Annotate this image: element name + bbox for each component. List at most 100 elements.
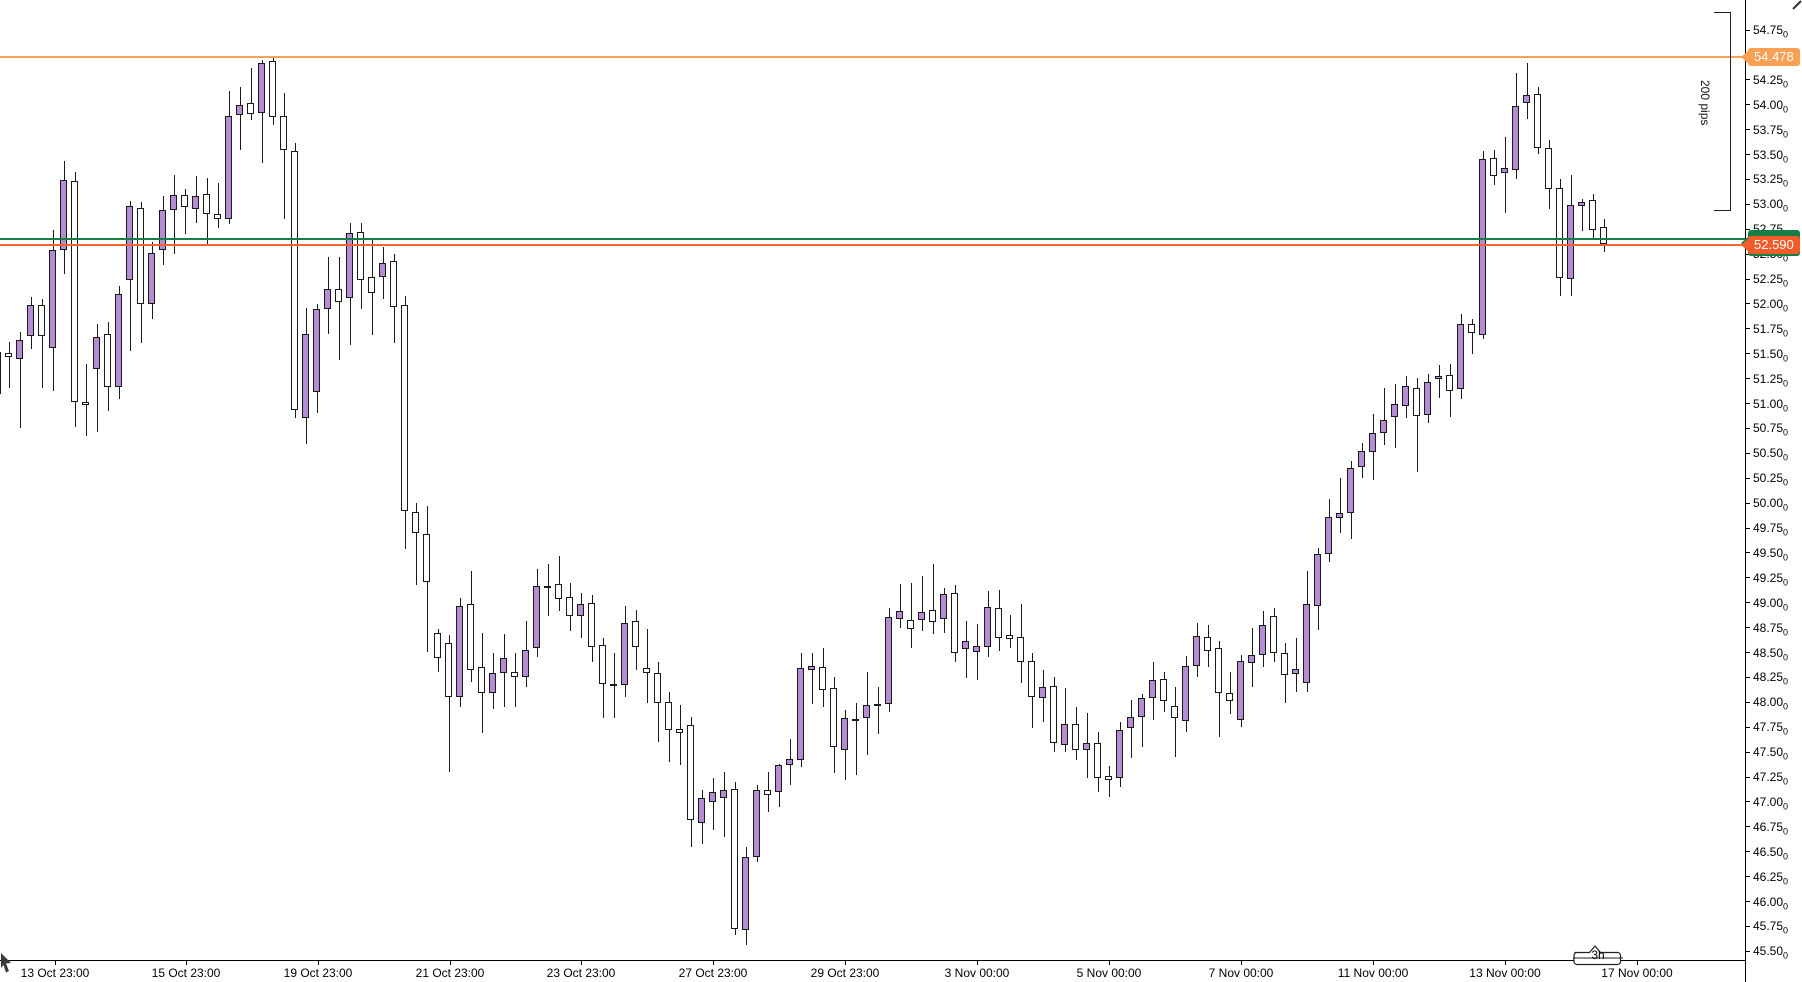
price-label: 46.500: [1753, 844, 1789, 862]
pip-subscript: 0: [1783, 477, 1789, 488]
candle-body: [115, 293, 122, 387]
pip-measurement-bracket[interactable]: [1714, 12, 1731, 212]
pip-subscript: 0: [1783, 776, 1789, 787]
price-tick: [1746, 776, 1750, 778]
candle-wick: [877, 687, 879, 735]
candle-body: [973, 645, 980, 653]
price-tick: [1746, 403, 1750, 404]
candle-wick: [96, 323, 98, 433]
mouse-cursor-icon: [1, 953, 11, 973]
candle-body: [1457, 323, 1464, 389]
pip-subscript: 0: [1783, 278, 1789, 289]
current-price-hline[interactable]: [0, 244, 1745, 247]
resistance-line-hline[interactable]: [0, 56, 1745, 59]
price-tick: [1746, 452, 1750, 454]
price-tick: [1746, 826, 1750, 828]
price-tick: [1746, 203, 1750, 205]
time-label: 13 Nov 00:00: [1469, 966, 1541, 980]
pip-subscript: 0: [1783, 253, 1789, 264]
candle-body: [82, 401, 89, 406]
candle-body: [885, 616, 892, 705]
candle-body: [1138, 698, 1145, 718]
candle-body: [1501, 168, 1508, 174]
corner-resize-icon: [1792, 0, 1802, 10]
price-tick: [1746, 154, 1750, 155]
price-label: 49.250: [1753, 570, 1789, 588]
candle-body: [588, 602, 595, 647]
support-line-hline[interactable]: [0, 238, 1745, 241]
price-label: 45.750: [1753, 919, 1789, 936]
candle-body: [423, 533, 430, 582]
candle-wick: [239, 86, 241, 150]
candle-wick: [1438, 364, 1440, 398]
candle-wick: [1471, 318, 1473, 354]
candle-body: [1127, 717, 1134, 729]
candle-body: [1600, 227, 1607, 245]
candle-body: [1435, 375, 1442, 379]
bracket-stem: [1730, 12, 1731, 212]
pip-subscript: 0: [1783, 527, 1789, 538]
price-tick: [1746, 502, 1750, 504]
pip-subscript: 0: [1783, 701, 1789, 712]
candle-body: [511, 672, 518, 678]
price-label: 48.500: [1753, 645, 1789, 662]
pip-subscript: 0: [1783, 577, 1789, 588]
candle-wick: [932, 563, 934, 634]
candle-body: [775, 765, 782, 792]
candle-body: [1446, 374, 1453, 391]
candle-body: [181, 195, 188, 208]
candle-body: [1490, 158, 1497, 177]
candle-body: [753, 789, 760, 857]
candle-body: [962, 640, 969, 649]
price-tick: [1746, 751, 1750, 753]
candle-body: [1248, 655, 1255, 664]
candle-body: [467, 603, 474, 671]
candle-body: [731, 788, 738, 930]
candle-body: [368, 277, 375, 293]
price-label: 54.750: [1753, 23, 1789, 40]
time-label: 13 Oct 23:00: [20, 966, 90, 980]
candle-body: [1237, 661, 1244, 721]
candle-body: [1204, 636, 1211, 651]
price-label: 46.000: [1753, 894, 1789, 911]
price-axis[interactable]: 54.75054.50054.25054.00053.75053.50053.2…: [1741, 0, 1802, 982]
candle-wick: [85, 363, 87, 437]
pip-subscript: 0: [1783, 328, 1789, 339]
candle-wick: [514, 653, 516, 708]
price-tick: [1746, 527, 1750, 529]
candle-wick: [1504, 136, 1506, 214]
candle-body: [599, 644, 606, 685]
candlestick-chart-surface[interactable]: [0, 0, 1745, 960]
price-label: 53.750: [1753, 122, 1789, 139]
candle-body: [1347, 468, 1354, 514]
badge-price-text: 54.478: [1754, 49, 1794, 65]
candle-body: [1083, 743, 1090, 751]
candle-body: [742, 856, 749, 931]
timeframe-tag[interactable]: [1573, 944, 1623, 966]
time-axis[interactable]: 13 Oct 23:00 15 Oct 23:00 19 Oct 23:00 21 O…: [0, 961, 1745, 982]
time-tick: [845, 961, 846, 965]
candle-wick: [712, 777, 714, 830]
candle-body: [764, 789, 771, 795]
price-label: 47.500: [1753, 745, 1789, 762]
candle-body: [786, 759, 793, 766]
candle-wick: [1064, 688, 1066, 753]
price-tick: [1746, 353, 1750, 355]
pip-subscript: 0: [1783, 452, 1789, 463]
candle-body: [1534, 93, 1541, 148]
time-label: 19 Oct 23:00: [283, 966, 353, 980]
timeframe-tag-label[interactable]: 3h: [1591, 948, 1605, 962]
price-tick: [1746, 303, 1750, 305]
candle-body: [16, 339, 23, 359]
candle-body: [687, 725, 694, 820]
candle-body: [170, 195, 177, 211]
candle-wick: [19, 331, 21, 429]
resistance-line-badge: 54.478: [1741, 48, 1800, 67]
time-tick: [1109, 961, 1110, 965]
time-axis-border-line: [0, 960, 1746, 961]
price-tick: [1746, 228, 1750, 230]
candle-body: [401, 304, 408, 512]
pip-subscript: 0: [1783, 751, 1789, 762]
candle-body: [1094, 743, 1101, 778]
price-label: 51.000: [1753, 396, 1789, 413]
